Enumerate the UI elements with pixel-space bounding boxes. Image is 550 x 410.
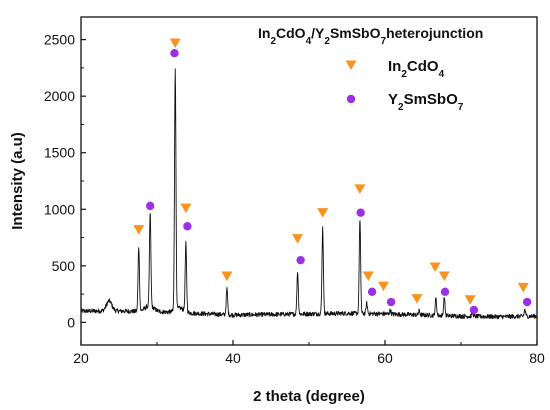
y2smsbo7-marker <box>469 305 479 315</box>
xrd-pattern-line <box>80 68 538 320</box>
in2cdo4-marker <box>377 281 389 292</box>
in2cdo4-marker <box>292 234 304 244</box>
y-tick-label: 500 <box>52 258 76 274</box>
in2cdo4-marker <box>221 271 233 282</box>
y-tick-label: 1000 <box>44 201 75 217</box>
in2cdo4-marker <box>517 282 529 293</box>
y2smsbo7-marker <box>296 255 305 265</box>
in2cdo4-marker <box>133 225 145 235</box>
y-tick-label: 2500 <box>44 32 75 48</box>
in2cdo4-marker <box>362 271 374 282</box>
chart-title: In2CdO4/Y2SmSbO7heterojunction <box>258 25 483 47</box>
y-tick-label: 2000 <box>44 88 75 104</box>
y2smsbo7-marker <box>386 297 396 307</box>
in2cdo4-marker <box>464 295 476 305</box>
legend-label: In2CdO4 <box>388 58 445 80</box>
in2cdo4-marker <box>429 262 441 272</box>
legend-label: Y2SmSbO7 <box>388 91 464 113</box>
in2cdo4-marker <box>169 38 181 49</box>
in2cdo4-marker <box>180 203 192 214</box>
y2smsbo7-marker <box>183 222 192 231</box>
y-axis-title: Intensity (a.u) <box>9 132 26 230</box>
in2cdo4-marker <box>354 184 366 194</box>
y2smsbo7-marker <box>356 208 365 217</box>
legend-triangle-icon <box>345 60 357 70</box>
legend: In2CdO4 Y2SmSbO7 <box>345 58 464 113</box>
x-tick-label: 80 <box>529 350 545 366</box>
y2smsbo7-marker <box>145 201 155 211</box>
in2cdo4-marker <box>411 294 423 304</box>
y-tick-label: 1500 <box>44 145 75 161</box>
peak-markers <box>133 38 532 315</box>
legend-circle-icon <box>346 94 356 104</box>
x-axis-title: 2 theta (degree) <box>253 388 365 405</box>
y2smsbo7-marker <box>367 287 377 297</box>
y2smsbo7-marker <box>522 297 532 307</box>
y2smsbo7-marker <box>170 48 179 58</box>
y-tick-label: 0 <box>67 314 75 330</box>
x-tick-label: 60 <box>377 350 393 366</box>
axis-ticks: 20 40 60 80 0 500 1000 1500 2000 2500 <box>44 32 545 366</box>
in2cdo4-marker <box>438 271 450 282</box>
in2cdo4-marker <box>317 208 329 218</box>
x-tick-label: 20 <box>73 350 89 366</box>
x-tick-label: 40 <box>225 350 241 366</box>
y2smsbo7-marker <box>440 287 450 297</box>
